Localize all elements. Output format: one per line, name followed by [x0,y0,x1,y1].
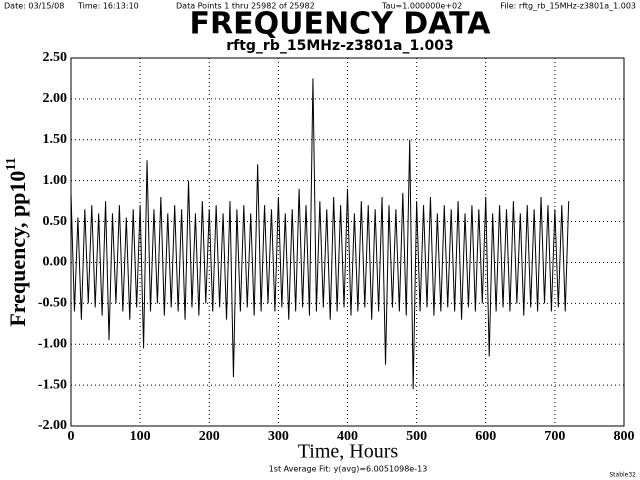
header-tau: Tau=1.000000e+02 [381,2,462,11]
data-line [70,78,570,390]
x-tick-label: 500 [406,429,427,444]
header-time: Time: 16:13:10 [77,2,139,11]
x-tick-label: 0 [68,429,75,444]
x-tick-label: 200 [199,429,220,444]
x-axis-label: Time, Hours [298,441,399,463]
x-tick-label: 100 [130,429,151,444]
y-tick-label: -0.50 [38,296,67,311]
y-axis-label-text: Frequency, pp10 [5,171,30,327]
chart-subtitle: rftg_rb_15MHz-z3801a_1.003 [226,38,454,54]
x-tick-label: 600 [475,429,496,444]
x-tick-label: 400 [337,429,358,444]
header-file: File: rftg_rb_15MHz-z3801a_1.003 [500,2,636,11]
y-tick-label: -2.00 [38,418,67,433]
y-tick-label: 0.50 [43,214,68,229]
y-tick-label: 0.00 [43,255,68,270]
x-tick-label: 300 [268,429,289,444]
corner-label: Stable32 [609,472,636,479]
x-tick-label: 700 [544,429,565,444]
y-axis-label-exponent: 11 [4,157,19,170]
y-tick-label: -1.50 [38,377,67,392]
header-date: Date: 03/15/08 [4,2,64,11]
chart-title: FREQUENCY DATA [190,7,492,42]
y-axis-label: Frequency, pp1011 [4,157,30,326]
y-tick-label: 2.50 [43,50,68,65]
header-points: Data Points 1 thru 25982 of 25982 [176,2,315,11]
y-tick-label: 1.00 [43,173,68,188]
footer-fit: 1st Average Fit: y(avg)=6.0051098e-13 [269,465,428,474]
x-tick-label: 800 [614,429,635,444]
y-tick-label: 2.00 [43,91,68,106]
y-tick-label: 1.50 [43,132,68,147]
y-tick-label: -1.00 [38,336,67,351]
